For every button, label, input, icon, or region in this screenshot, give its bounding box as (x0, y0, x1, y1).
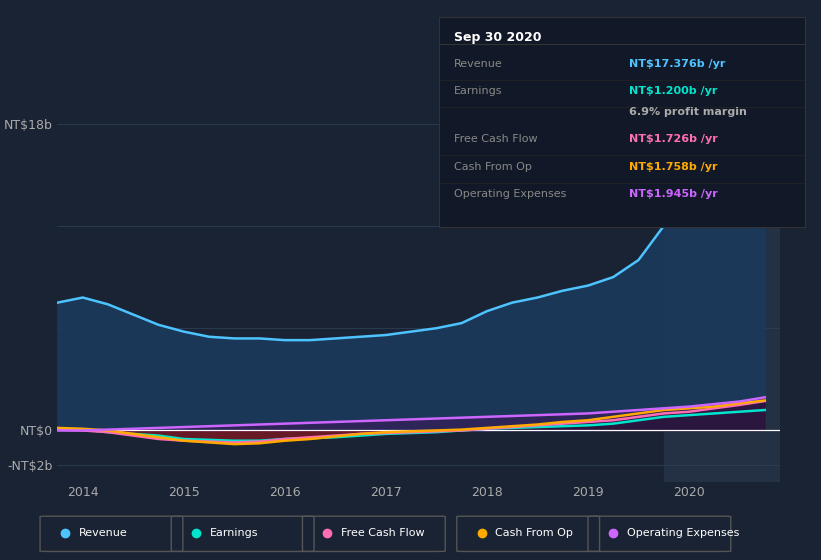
Text: 6.9% profit margin: 6.9% profit margin (629, 107, 747, 117)
Text: Operating Expenses: Operating Expenses (454, 189, 566, 199)
Text: Sep 30 2020: Sep 30 2020 (454, 31, 541, 44)
Text: Free Cash Flow: Free Cash Flow (341, 529, 424, 538)
Text: Cash From Op: Cash From Op (454, 162, 532, 172)
Text: NT$1.758b /yr: NT$1.758b /yr (629, 162, 718, 172)
Text: NT$1.945b /yr: NT$1.945b /yr (629, 189, 718, 199)
Text: Cash From Op: Cash From Op (495, 529, 573, 538)
Text: Revenue: Revenue (454, 59, 502, 69)
Text: Operating Expenses: Operating Expenses (626, 529, 739, 538)
Bar (663, 90, 780, 482)
Text: Free Cash Flow: Free Cash Flow (454, 134, 538, 144)
Text: Earnings: Earnings (454, 86, 502, 96)
Text: NT$17.376b /yr: NT$17.376b /yr (629, 59, 726, 69)
Text: NT$1.200b /yr: NT$1.200b /yr (629, 86, 718, 96)
Text: NT$1.726b /yr: NT$1.726b /yr (629, 134, 718, 144)
Text: Revenue: Revenue (79, 529, 127, 538)
Text: Earnings: Earnings (210, 529, 259, 538)
